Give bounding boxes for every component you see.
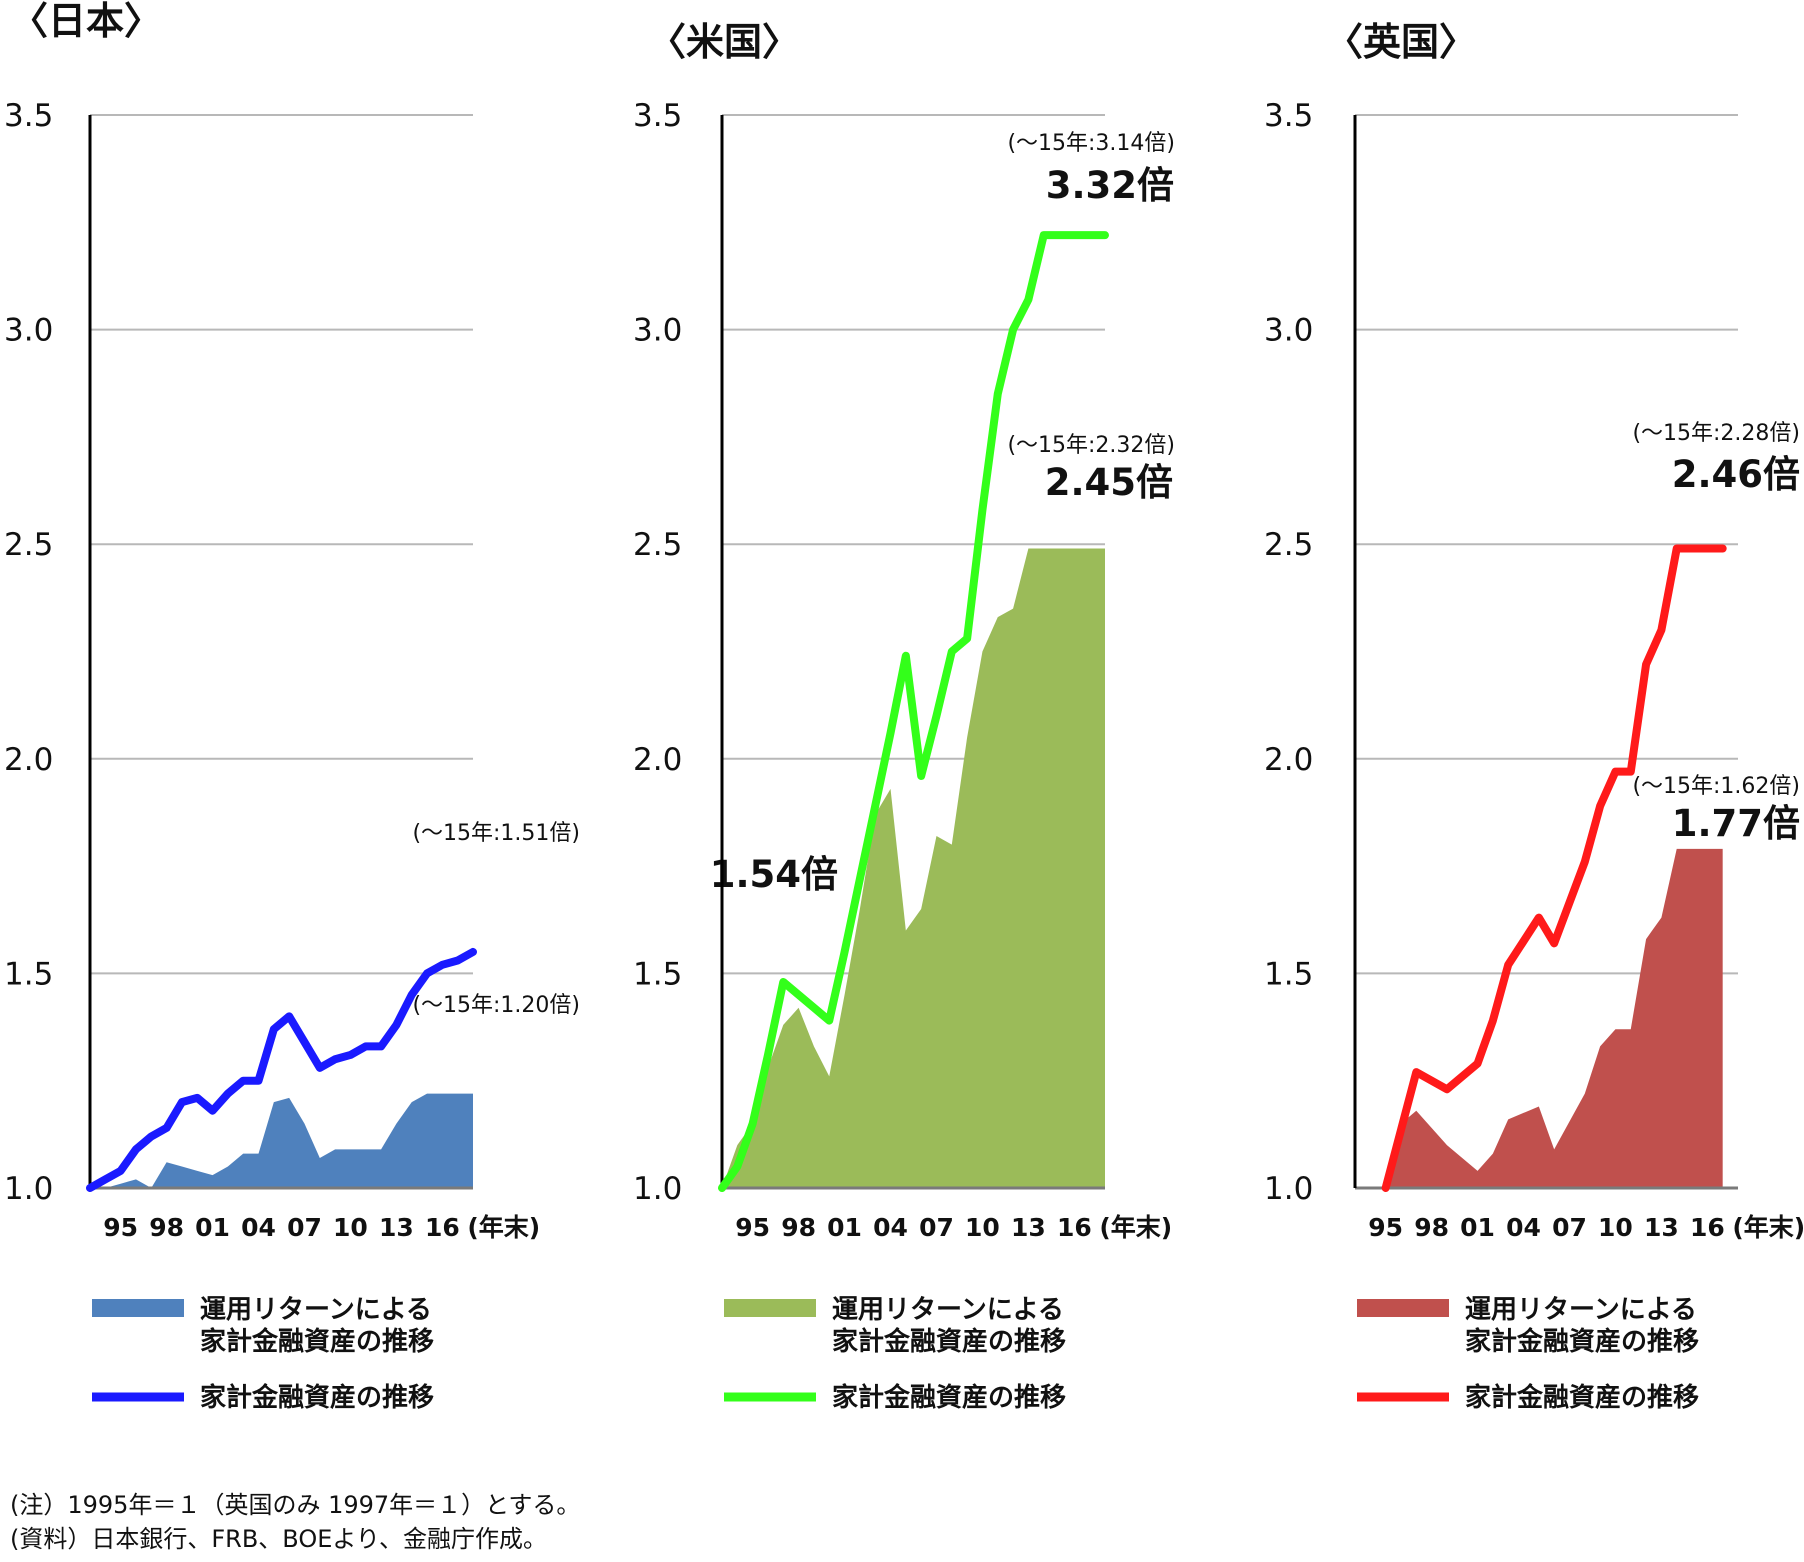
x-tick-label: 10 [965,1213,1000,1242]
annotation-value: 1.77倍 [1672,802,1800,845]
y-tick-label: 2.5 [4,527,53,563]
y-tick-label: 1.5 [1264,956,1313,992]
x-tick-label: 07 [1552,1213,1587,1242]
x-tick-label: 01 [1460,1213,1495,1242]
x-tick-label: 04 [873,1213,908,1242]
line-series [718,231,1109,1192]
x-tick-label: 04 [1506,1213,1541,1242]
annotation-note: (〜15年:1.62倍) [1632,774,1800,799]
notes: (注）1995年＝１（英国のみ 1997年＝１）とする。 (資料）日本銀行、FR… [10,1488,580,1556]
y-tick-label: 1.0 [1264,1171,1313,1207]
annotation-note: (〜15年:2.28倍) [1632,421,1800,446]
chart-title: 〈日本〉 [10,0,162,43]
annotation-note: (〜15年:3.14倍) [1007,131,1175,156]
y-tick-label: 2.0 [1264,742,1313,778]
legend-area-label: 家計金融資産の推移 [200,1326,434,1357]
x-axis-unit: (年末) [1099,1213,1172,1242]
x-tick-label: 95 [103,1213,138,1242]
chart-title: 〈米国〉 [648,20,800,64]
chart-title: 〈英国〉 [1325,20,1477,64]
legend-area-label: 運用リターンによる [832,1295,1064,1325]
x-tick-label: 95 [735,1213,770,1242]
legend-line-label: 家計金融資産の推移 [1465,1382,1699,1413]
x-tick-label: 13 [1644,1213,1679,1242]
annotation-value: 3.32倍 [1046,164,1174,207]
x-tick-label: 10 [1598,1213,1633,1242]
x-tick-label: 13 [379,1213,414,1242]
y-tick-label: 1.0 [633,1171,682,1207]
y-tick-label: 1.5 [4,956,53,992]
x-tick-label: 13 [1011,1213,1046,1242]
legend-area-swatch [724,1299,816,1317]
y-tick-label: 2.5 [1264,527,1313,563]
x-tick-label: 01 [827,1213,862,1242]
x-tick-label: 98 [781,1213,816,1242]
y-tick-label: 3.0 [1264,313,1313,349]
legend-line-label: 家計金融資産の推移 [832,1382,1066,1413]
x-tick-label: 16 [1057,1213,1092,1242]
legend-area-label: 家計金融資産の推移 [832,1326,1066,1357]
y-tick-label: 1.5 [633,956,682,992]
x-tick-label: 04 [241,1213,276,1242]
x-tick-label: 16 [425,1213,460,1242]
annotation-note: (〜15年:1.51倍) [412,821,580,846]
x-tick-label: 16 [1690,1213,1725,1242]
note-text: (注）1995年＝１（英国のみ 1997年＝１）とする。 [10,1491,581,1519]
x-tick-label: 07 [919,1213,954,1242]
legend-line-label: 家計金融資産の推移 [200,1382,434,1413]
legend-area-swatch [92,1299,184,1317]
charts-figure: 〈日本〉1.01.52.02.53.03.595 98 01 04 07 10 13 16 (年… [4,0,1804,1413]
legend-area-label: 運用リターンによる [1465,1295,1697,1325]
y-tick-label: 3.5 [1264,98,1313,134]
legend-area-swatch [1357,1299,1449,1317]
x-tick-label: 10 [333,1213,368,1242]
area-series [90,1093,473,1188]
annotation-note: (〜15年:2.32倍) [1007,433,1175,458]
x-tick-label: 95 [1368,1213,1403,1242]
y-tick-label: 3.0 [4,313,53,349]
annotation-note: (〜15年:1.20倍) [412,993,580,1018]
y-tick-label: 3.5 [4,98,53,134]
line-series [1381,544,1727,1192]
y-tick-label: 2.5 [633,527,682,563]
x-axis-unit: (年末) [1732,1213,1804,1242]
x-axis-unit: (年末) [467,1213,540,1242]
y-tick-label: 1.0 [4,1171,53,1207]
area-series [1385,848,1723,1188]
legend-area-label: 家計金融資産の推移 [1465,1326,1699,1357]
annotation-value: 2.45倍 [1045,461,1173,504]
x-tick-label: 98 [1414,1213,1449,1242]
annotation-value: 2.46倍 [1672,453,1800,496]
source-text: (資料）日本銀行、FRB、BOEより、金融庁作成。 [10,1525,547,1553]
area-series [722,548,1105,1188]
annotation-value: 1.54倍 [710,853,838,896]
x-tick-label: 01 [195,1213,230,1242]
y-tick-label: 3.5 [633,98,682,134]
y-tick-label: 3.0 [633,313,682,349]
legend-area-label: 運用リターンによる [200,1295,432,1325]
line-series [86,947,477,1192]
y-tick-label: 2.0 [633,742,682,778]
x-tick-label: 98 [149,1213,184,1242]
x-tick-label: 07 [287,1213,322,1242]
y-tick-label: 2.0 [4,742,53,778]
